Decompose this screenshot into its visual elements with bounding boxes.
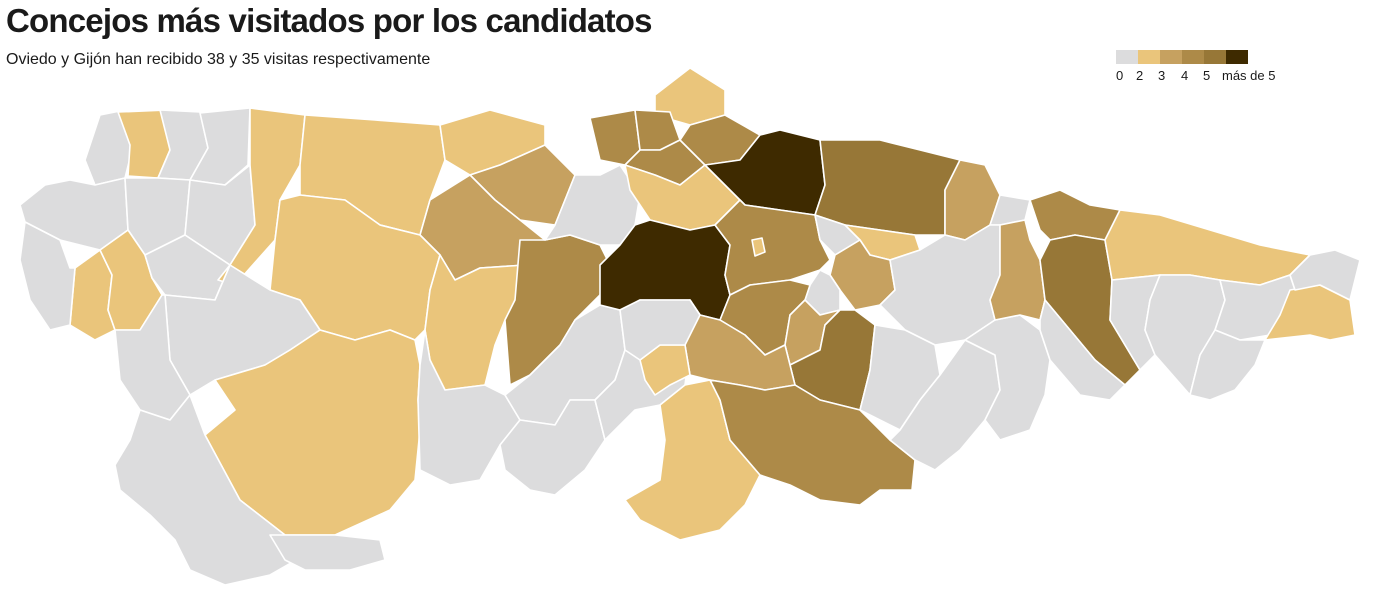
legend-swatch-4 — [1182, 50, 1204, 64]
municipality — [1189, 329, 1266, 401]
municipality-enclave — [751, 237, 766, 257]
municipality — [619, 299, 701, 361]
municipality — [1029, 189, 1121, 241]
legend-label-0: 0 — [1116, 68, 1124, 83]
municipality — [19, 221, 76, 331]
map-subtitle: Oviedo y Gijón han recibido 38 y 35 visi… — [6, 51, 431, 68]
legend-label-4: 4 — [1181, 68, 1189, 83]
municipality — [269, 534, 386, 571]
municipality — [814, 139, 961, 236]
legend-label-2: 2 — [1136, 68, 1144, 83]
municipality — [709, 379, 916, 506]
legend-swatch-0 — [1116, 50, 1138, 64]
legend-swatch-5 — [1204, 50, 1226, 64]
legend-swatch-3 — [1160, 50, 1182, 64]
municipality — [1104, 209, 1311, 286]
legend-label-5: 5 — [1203, 68, 1211, 83]
municipality — [684, 299, 796, 391]
legend: 0 2 3 4 5 más de 5 — [1116, 50, 1286, 90]
legend-label-3: 3 — [1158, 68, 1166, 83]
municipality — [964, 314, 1051, 441]
municipality — [1039, 299, 1126, 401]
legend-label-mas-de-5: más de 5 — [1222, 68, 1276, 83]
municipality — [19, 177, 129, 251]
municipality — [1289, 249, 1361, 301]
legend-swatch-2 — [1138, 50, 1160, 64]
municipality — [114, 294, 191, 421]
municipality — [114, 394, 306, 586]
legend-swatch-6 — [1226, 50, 1248, 64]
map-title: Concejos más visitados por los candidato… — [6, 2, 653, 39]
